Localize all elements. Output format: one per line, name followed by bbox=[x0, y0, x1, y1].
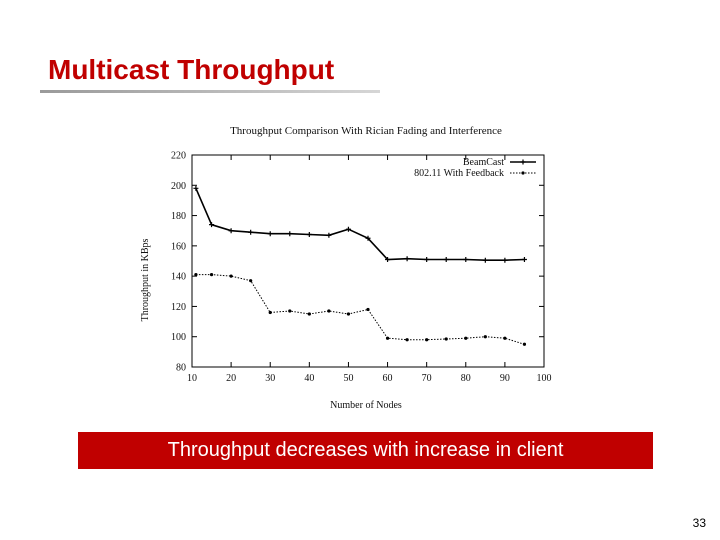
series-point-0 bbox=[424, 256, 430, 262]
series-point-0 bbox=[502, 257, 508, 263]
series-point-1 bbox=[209, 273, 214, 277]
x-tick-label: 20 bbox=[226, 373, 236, 384]
series-point-1 bbox=[483, 335, 487, 339]
series-point-1 bbox=[288, 309, 292, 313]
series-point-1 bbox=[444, 337, 448, 341]
plot-frame bbox=[191, 154, 545, 368]
series-point-0 bbox=[521, 256, 527, 262]
y-tick-label: 200 bbox=[171, 181, 186, 192]
y-tick-label: 220 bbox=[171, 151, 186, 162]
x-tick-label: 40 bbox=[304, 373, 314, 384]
x-tick-label: 100 bbox=[537, 373, 552, 384]
series-point-0 bbox=[463, 256, 469, 262]
chart-title: Throughput Comparison With Rician Fading… bbox=[230, 125, 502, 137]
series-point-1 bbox=[385, 336, 390, 340]
series-point-1 bbox=[249, 279, 253, 283]
chart-x-axis-label: Number of Nodes bbox=[330, 400, 402, 411]
chart-y-axis-label: Throughput in KBps bbox=[140, 239, 151, 322]
series-point-1 bbox=[522, 342, 527, 346]
title-underline bbox=[40, 90, 380, 93]
series-point-0 bbox=[326, 232, 332, 238]
series-point-0 bbox=[365, 235, 371, 241]
series-point-0 bbox=[287, 231, 293, 237]
series-point-1 bbox=[503, 336, 507, 340]
series-point-0 bbox=[385, 256, 391, 262]
y-tick-label: 120 bbox=[171, 302, 186, 313]
x-tick-label: 90 bbox=[500, 373, 510, 384]
legend-marker bbox=[520, 159, 526, 165]
series-point-1 bbox=[366, 307, 370, 312]
legend-label: BeamCast bbox=[463, 157, 504, 168]
x-tick-label: 30 bbox=[265, 373, 275, 384]
y-tick-label: 160 bbox=[171, 241, 186, 252]
series-point-1 bbox=[268, 310, 272, 315]
series-point-1 bbox=[327, 309, 331, 313]
page-number: 33 bbox=[692, 516, 706, 530]
series-point-0 bbox=[404, 256, 410, 262]
x-tick-label: 50 bbox=[343, 373, 353, 384]
series-point-0 bbox=[345, 226, 351, 232]
x-tick-label: 10 bbox=[187, 373, 197, 384]
conclusion-banner: Throughput decreases with increase in cl… bbox=[78, 432, 653, 469]
series-point-1 bbox=[194, 273, 198, 277]
y-tick-label: 140 bbox=[171, 272, 186, 283]
x-tick-label: 70 bbox=[422, 373, 432, 384]
series-point-1 bbox=[405, 338, 409, 342]
series-line-0 bbox=[195, 187, 525, 261]
y-tick-label: 100 bbox=[171, 332, 186, 343]
series-point-0 bbox=[267, 231, 273, 237]
series-point-1 bbox=[346, 312, 351, 316]
series-point-1 bbox=[464, 336, 468, 340]
y-tick-label: 180 bbox=[171, 211, 186, 222]
legend-marker bbox=[521, 171, 525, 175]
series-line-1 bbox=[195, 274, 525, 345]
series-point-0 bbox=[482, 257, 488, 263]
y-tick-label: 80 bbox=[176, 363, 186, 374]
series-point-1 bbox=[229, 274, 233, 278]
series-point-1 bbox=[425, 338, 429, 342]
series-point-0 bbox=[228, 228, 234, 234]
legend-label: 802.11 With Feedback bbox=[414, 168, 504, 179]
slide-title: Multicast Throughput bbox=[48, 54, 335, 85]
x-tick-label: 60 bbox=[383, 373, 393, 384]
x-tick-label: 80 bbox=[461, 373, 471, 384]
series-point-0 bbox=[248, 229, 254, 235]
series-point-0 bbox=[209, 222, 215, 228]
series-point-0 bbox=[193, 185, 199, 191]
series-point-1 bbox=[307, 312, 311, 316]
throughput-chart: Throughput Comparison With Rician Fading… bbox=[140, 125, 552, 411]
series-point-0 bbox=[443, 256, 449, 262]
series-point-0 bbox=[306, 232, 312, 237]
